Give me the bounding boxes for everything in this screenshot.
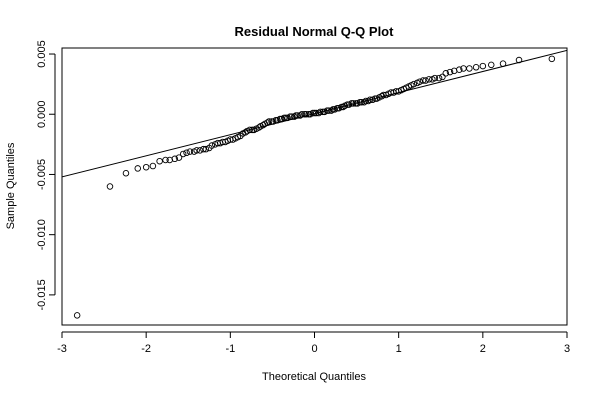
qq-point (410, 80, 418, 88)
qq-point (317, 108, 324, 116)
qq-point (291, 113, 298, 120)
x-tick-label: -3 (57, 343, 67, 355)
qq-point (186, 148, 194, 155)
qq-point (365, 97, 372, 105)
qq-point (280, 114, 288, 122)
plot-frame (61, 47, 568, 326)
qq-point (425, 76, 433, 83)
qq-point (362, 97, 370, 105)
qq-point (311, 109, 318, 117)
reference-line-layer (62, 49, 567, 178)
qq-point (344, 101, 351, 108)
qq-point (106, 183, 114, 190)
chart-title: Residual Normal Q-Q Plot (235, 24, 395, 39)
qq-point (479, 62, 487, 70)
y-tick-label: -0.010 (36, 219, 48, 250)
qq-point (315, 109, 322, 117)
y-tick-label: 0.005 (36, 40, 48, 68)
qq-point (298, 110, 306, 118)
qq-point (122, 170, 130, 177)
qq-point (288, 113, 296, 120)
x-axis-label: Theoretical Quantiles (262, 371, 366, 383)
qq-point (319, 108, 327, 116)
qq-point (416, 78, 423, 85)
qq-point (302, 110, 310, 118)
qq-point (286, 113, 294, 120)
qq-point (456, 66, 463, 73)
qq-point (183, 149, 190, 157)
qq-point (246, 126, 253, 134)
qq-point (248, 126, 256, 134)
y-axis-label: Sample Quantiles (5, 142, 17, 229)
qq-point (323, 107, 331, 114)
x-tick-label: 3 (564, 343, 570, 355)
qq-point (268, 118, 275, 125)
x-tick-label: 2 (480, 343, 486, 355)
qq-point (171, 155, 179, 163)
qq-point (328, 107, 335, 114)
qq-point (312, 109, 320, 117)
qq-point (431, 74, 439, 82)
qq-point (333, 104, 341, 112)
qq-point (294, 112, 301, 119)
qq-point (325, 107, 333, 114)
y-tick-label: -0.015 (36, 279, 48, 310)
qq-point (548, 55, 556, 63)
qq-point (134, 165, 141, 172)
qq-point (446, 68, 454, 76)
qq-point (265, 118, 273, 125)
qq-point (208, 142, 216, 149)
qq-point (179, 150, 187, 158)
qq-point (264, 119, 271, 126)
qq-point (162, 156, 169, 164)
qq-point (349, 100, 357, 107)
qq-point (276, 115, 284, 123)
qq-point (142, 163, 150, 171)
qq-point (149, 162, 157, 170)
qq-point (73, 312, 81, 319)
qq-point (338, 103, 345, 111)
qq-point (360, 98, 368, 106)
qq-point (200, 145, 207, 153)
qq-point (175, 154, 183, 161)
x-axis: -3 -2 -1 0 1 2 3 (57, 331, 570, 355)
qq-point (371, 95, 379, 102)
qq-point (305, 110, 312, 118)
qq-point (202, 145, 210, 153)
qq-point (329, 106, 337, 113)
qq-point (435, 74, 443, 82)
qq-point (442, 70, 450, 77)
qq-point (488, 61, 495, 69)
qq-point (282, 114, 290, 122)
qq-point (515, 56, 523, 64)
qq-point (419, 77, 427, 84)
qq-point (356, 98, 364, 106)
qq-point (196, 147, 204, 154)
qq-point (466, 65, 473, 72)
x-tick-label: -2 (141, 343, 151, 355)
y-axis: -0.015 -0.010 -0.005 0.000 0.005 (36, 40, 56, 310)
qq-reference-line (62, 49, 567, 178)
x-tick-label: 0 (311, 343, 317, 355)
qq-point (422, 77, 429, 84)
qq-point (439, 73, 446, 81)
qq-point (472, 64, 480, 71)
qq-point (193, 147, 200, 154)
qq-point (272, 117, 280, 124)
qq-point (352, 100, 359, 107)
y-tick-label: 0.000 (36, 100, 48, 128)
points-layer (73, 55, 556, 319)
qq-point (358, 98, 365, 106)
x-tick-label: 1 (396, 343, 402, 355)
qq-point (378, 92, 386, 100)
x-tick-label: -1 (225, 343, 235, 355)
y-tick-label: -0.005 (36, 159, 48, 190)
qq-point (499, 60, 507, 67)
qq-point (292, 112, 300, 119)
qq-point (296, 112, 304, 119)
qq-point (156, 157, 163, 165)
